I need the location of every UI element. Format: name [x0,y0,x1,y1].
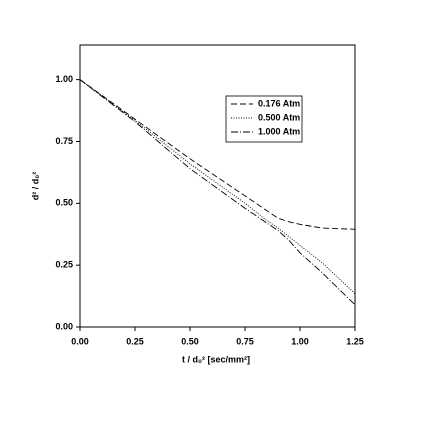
y-tick-label: 0.50 [55,198,73,208]
x-tick-label: 0.50 [181,336,199,346]
x-tick-label: 0.00 [71,336,89,346]
legend-label: 1.000 Atm [258,126,300,136]
y-tick-label: 0.25 [55,260,73,270]
series-line [79,79,356,230]
y-tick-label: 0.00 [55,321,73,331]
x-tick-label: 1.00 [291,336,309,346]
series-line [79,79,356,306]
x-tick-label: 0.75 [236,336,254,346]
x-axis-label: t / d₀² [sec/mm²] [182,354,250,364]
y-tick-label: 0.75 [55,136,73,146]
y-axis-label: d² / d₀² [30,172,40,201]
legend-label: 0.176 Atm [258,98,300,108]
x-tick-label: 0.25 [126,336,144,346]
legend-label: 0.500 Atm [258,112,300,122]
series-line [79,79,356,294]
x-tick-label: 1.25 [346,336,364,346]
y-tick-label: 1.00 [55,74,73,84]
legend-box [225,95,303,143]
plot-frame [79,44,356,328]
